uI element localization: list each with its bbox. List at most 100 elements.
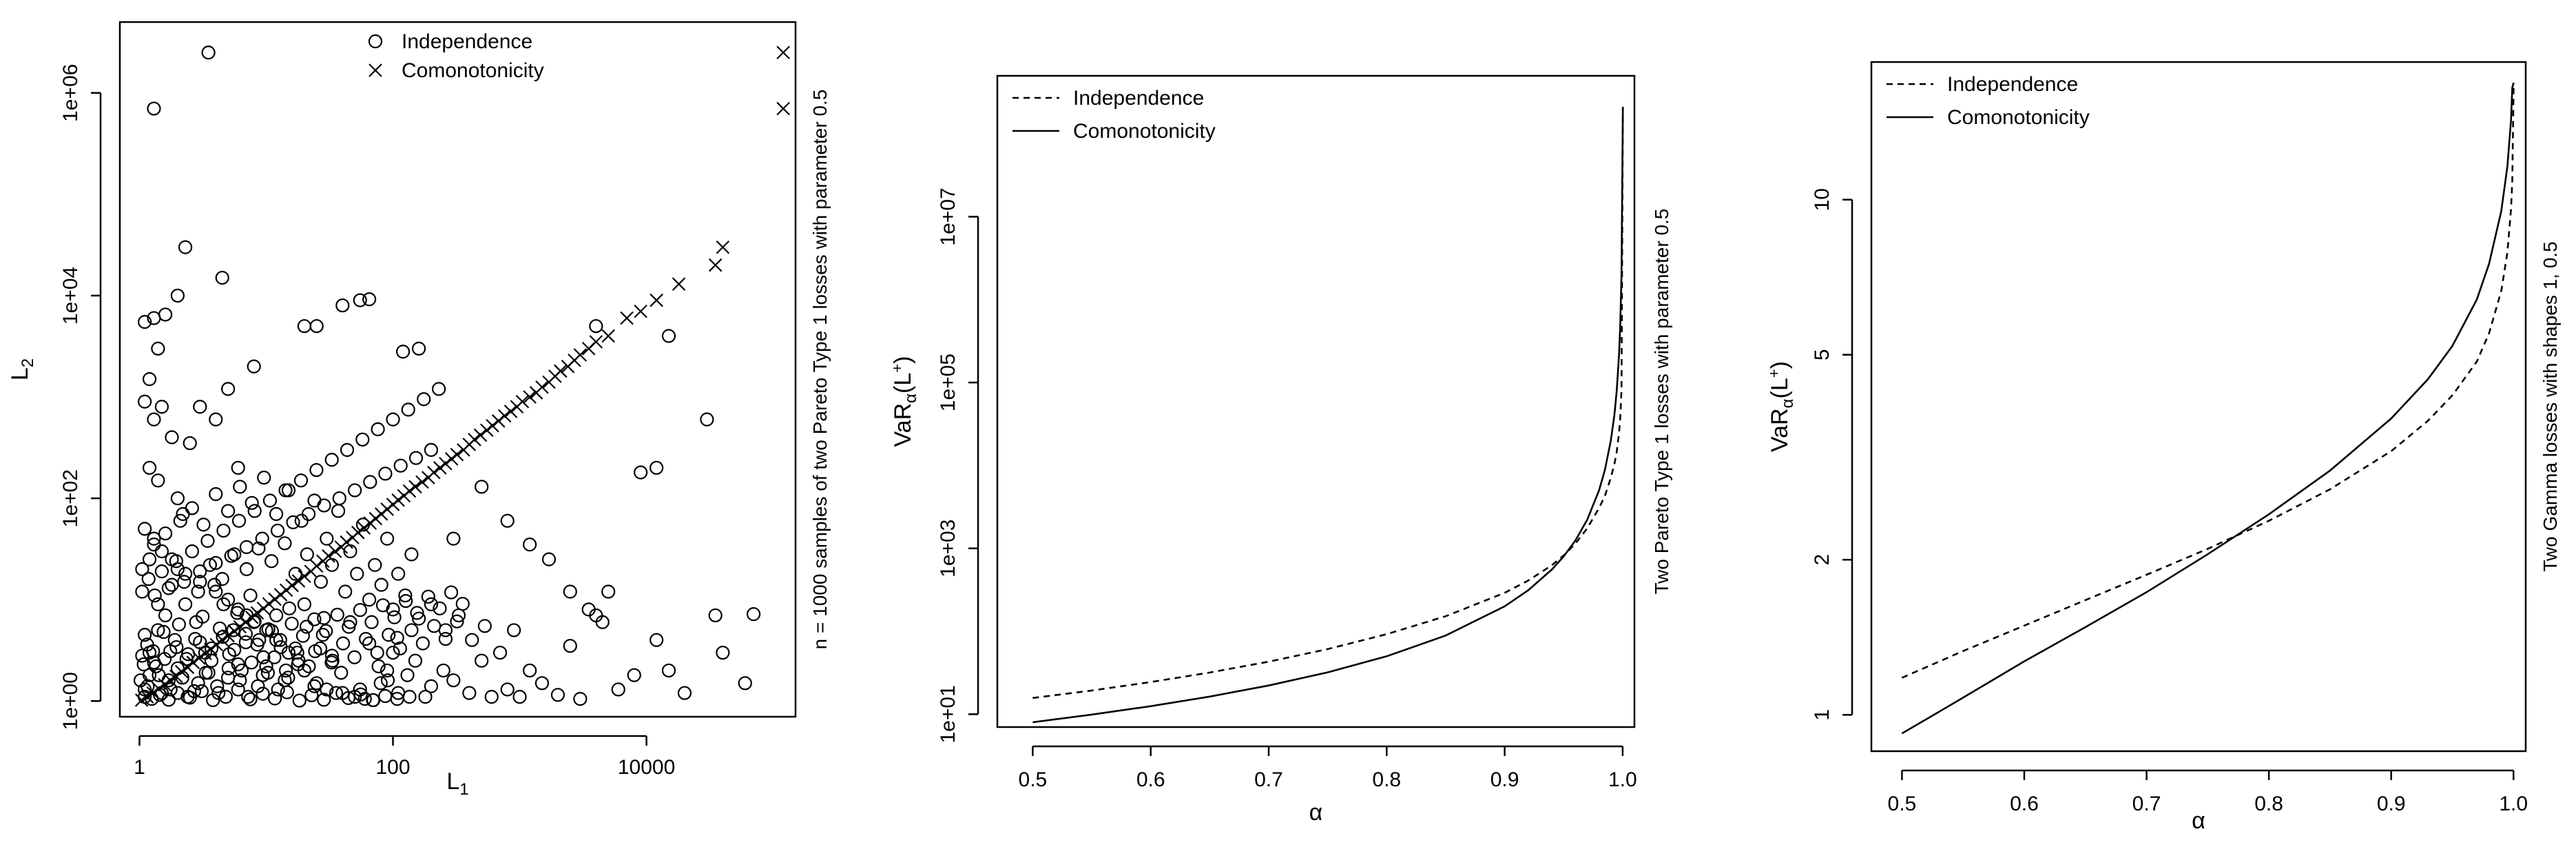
plot-frame: [118, 21, 797, 718]
independence-point: [315, 628, 330, 642]
independence-point: [141, 572, 156, 586]
independence-point: [193, 564, 207, 579]
independence-point: [158, 526, 173, 541]
comonotonicity-point: [227, 624, 241, 638]
x-tick-label: 1.0: [1608, 768, 1637, 791]
independence-point: [391, 566, 406, 581]
independence-point: [245, 655, 259, 670]
y-tick-label: 1e+03: [937, 520, 959, 578]
independence-point: [396, 345, 411, 359]
independence-point: [523, 663, 537, 678]
comonotonicity-point: [245, 610, 259, 624]
independence-point: [151, 473, 165, 488]
comonotonicity-point: [357, 521, 371, 535]
independence-point: [421, 589, 435, 604]
comonotonicity-point: [581, 342, 596, 356]
independence-point: [193, 400, 207, 414]
independence-point: [149, 659, 163, 673]
comonotonicity-point: [279, 583, 293, 597]
independence-point: [200, 533, 215, 548]
comonotonicity-point: [346, 531, 360, 544]
independence-point: [161, 693, 176, 707]
y-axis-label-subscript: α: [902, 394, 920, 403]
independence-point: [338, 584, 353, 599]
independence-point: [401, 402, 415, 417]
independence-point: [324, 453, 339, 467]
comonotonicity-point: [486, 418, 499, 433]
legend-label: Comonotonicity: [1073, 120, 1216, 143]
y-axis-label-superscript: +: [889, 364, 906, 373]
comonotonicity-point: [634, 304, 647, 318]
independence-point: [362, 636, 377, 651]
independence-point: [221, 504, 236, 518]
independence-point: [221, 593, 236, 607]
independence-point: [204, 653, 219, 668]
x-axis-label: α: [1309, 799, 1323, 826]
independence-point: [363, 475, 377, 489]
comonotonicity-point: [444, 452, 459, 466]
independence-point: [436, 663, 450, 678]
independence-point: [157, 652, 172, 666]
independence-point: [534, 676, 550, 691]
independence-point: [317, 498, 331, 513]
y-axis-label-main: L: [7, 367, 33, 380]
independence-point: [183, 436, 197, 451]
y-tick-label: 1e+02: [59, 469, 82, 527]
comonotonicity-point: [776, 101, 790, 116]
comonotonicity-point: [268, 592, 282, 606]
comonotonicity-point: [708, 258, 723, 272]
legend-label: Independence: [1073, 87, 1204, 110]
independence-point: [342, 620, 356, 634]
x-tick-label: 1: [134, 756, 145, 779]
independence-point: [209, 487, 223, 502]
independence-point: [259, 659, 273, 673]
independence-point: [477, 619, 492, 633]
independence-point: [427, 619, 442, 633]
y-tick-label: 1: [1811, 709, 1834, 721]
independence-point: [375, 598, 391, 613]
x-tick-label: 0.8: [2254, 793, 2283, 815]
independence-point: [282, 601, 297, 615]
x-tick-label: 0.8: [1372, 768, 1401, 791]
independence-point: [239, 540, 254, 554]
independence-point: [187, 684, 201, 699]
independence-point: [309, 676, 324, 691]
x-tick-label: 10000: [618, 756, 675, 779]
x-tick-label: 0.7: [1254, 768, 1283, 791]
independence-point: [278, 536, 292, 551]
independence-point: [402, 690, 417, 704]
independence-point: [408, 653, 423, 668]
comonotonicity-point: [415, 475, 429, 489]
independence-point: [226, 623, 240, 637]
x-axis-label-subscript: 1: [459, 780, 468, 799]
independence-point: [450, 614, 464, 629]
y-tick-label: 1e+05: [937, 354, 959, 411]
independence-point: [256, 668, 270, 682]
independence-point: [319, 624, 333, 638]
independence-point: [271, 682, 285, 697]
independence-point: [256, 650, 271, 664]
independence-point: [324, 648, 340, 663]
independence-point: [446, 531, 461, 546]
independence-point: [172, 617, 186, 632]
independence-point: [368, 558, 382, 572]
independence-point: [661, 663, 676, 678]
comonotonicity-point: [523, 390, 537, 404]
independence-point: [158, 307, 173, 322]
independence-point: [412, 611, 426, 626]
data-layer: [133, 45, 790, 708]
y-axis-label-main: VaR: [1767, 408, 1793, 452]
comonotonicity-point: [198, 646, 212, 660]
independence-point: [550, 688, 565, 702]
independence-point: [382, 628, 396, 642]
x-axis-label: L1: [446, 768, 468, 799]
independence-point: [241, 690, 256, 704]
comonotonicity-point: [601, 329, 615, 343]
independence-point: [169, 640, 184, 655]
independence-point: [290, 645, 304, 660]
x-axis-label: α: [2192, 808, 2205, 834]
independence-point: [233, 673, 247, 688]
x-tick-label: 0.6: [2010, 793, 2039, 815]
independence-point: [215, 572, 229, 586]
